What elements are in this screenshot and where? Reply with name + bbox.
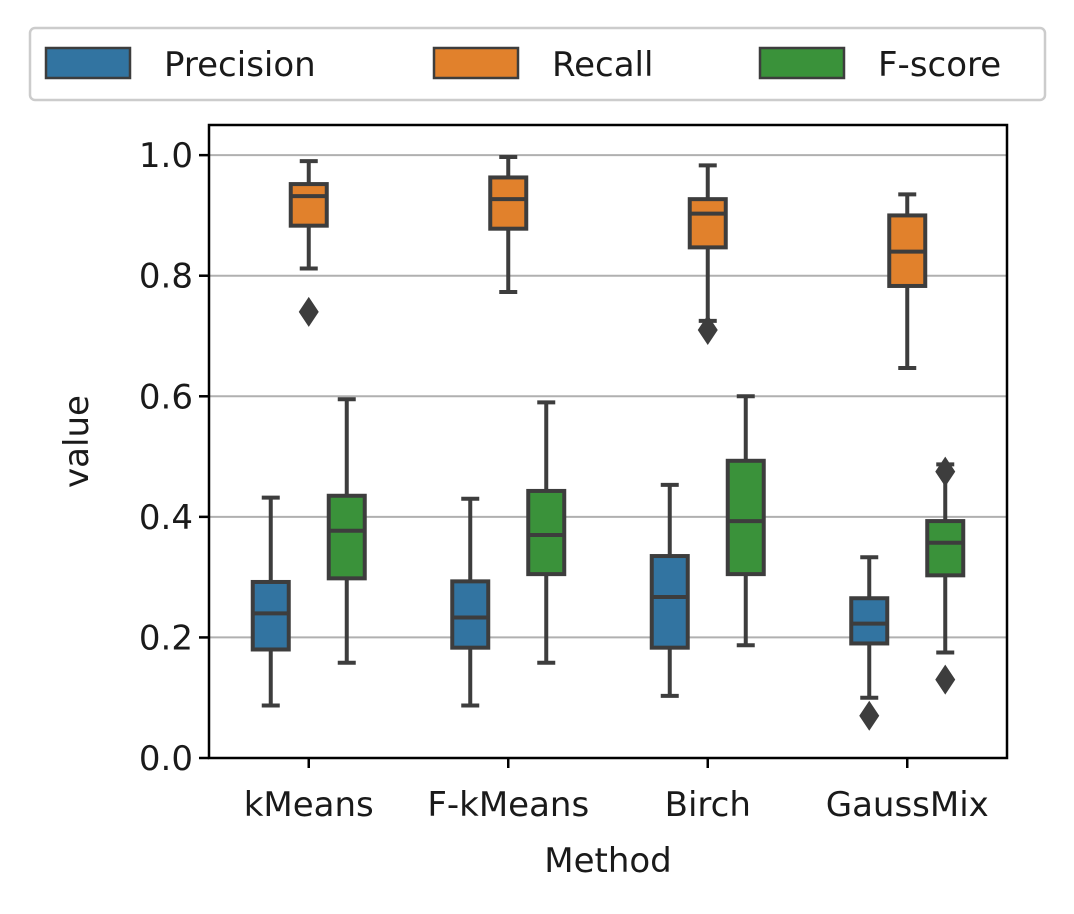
box-iqr [925,519,966,578]
outlier-marker [935,456,956,487]
x-tick-label: kMeans [244,785,374,825]
y-tick-label: 0.0 [139,739,193,779]
legend-label-precision: Precision [164,45,316,85]
legend-label-recall: Recall [552,45,653,85]
box-precision-gaussmix [849,555,890,731]
axes-frame [207,123,1009,760]
box-iqr [288,182,329,228]
plot-area [250,154,966,731]
outlier-marker [859,700,880,731]
box-f-score-birch [725,394,766,648]
y-tick-label: 0.6 [139,377,193,417]
legend-swatch-precision [44,46,132,80]
y-tick-label: 0.2 [139,618,193,658]
box-iqr [526,488,567,577]
legend-frame [28,26,1047,102]
box-recall-f-kmeans [488,154,529,294]
y-axis-title: value [57,395,97,488]
y-tick-label: 1.0 [139,136,193,176]
x-tick-label: Birch [665,785,751,825]
box-iqr [849,596,890,646]
legend-swatch-recall [432,46,520,80]
box-iqr [649,554,690,650]
box-iqr [488,175,529,231]
x-axis-ticks: kMeans F-kMeans Birch GaussMix [244,758,989,825]
x-axis-title: Method [544,841,672,881]
box-precision-f-kmeans [450,496,491,708]
box-iqr [450,579,491,650]
box-precision-kmeans [250,495,291,708]
box-f-score-f-kmeans [526,400,567,665]
y-tick-label: 0.4 [139,498,193,538]
outlier-marker [697,314,718,345]
y-tick-label: 0.8 [139,257,193,297]
y-axis-ticks: 0.0 0.2 0.4 0.6 0.8 1.0 [139,136,209,779]
box-f-score-gaussmix [925,456,966,695]
box-recall-gaussmix [887,192,928,370]
box-precision-birch [649,482,690,698]
box-iqr [725,458,766,577]
legend-label-f-score: F-score [878,45,1001,85]
legend: Precision Recall F-score [28,26,1047,102]
box-recall-birch [687,163,728,345]
box-f-score-kmeans [326,397,367,665]
x-tick-label: F-kMeans [427,785,589,825]
legend-swatch-f-score [758,46,846,80]
box-recall-kmeans [288,159,329,327]
outlier-marker [935,664,956,695]
outlier-marker [298,296,319,327]
box-iqr [687,197,728,250]
box-iqr [250,579,291,652]
x-tick-label: GaussMix [826,785,989,825]
box-iqr [326,493,367,581]
